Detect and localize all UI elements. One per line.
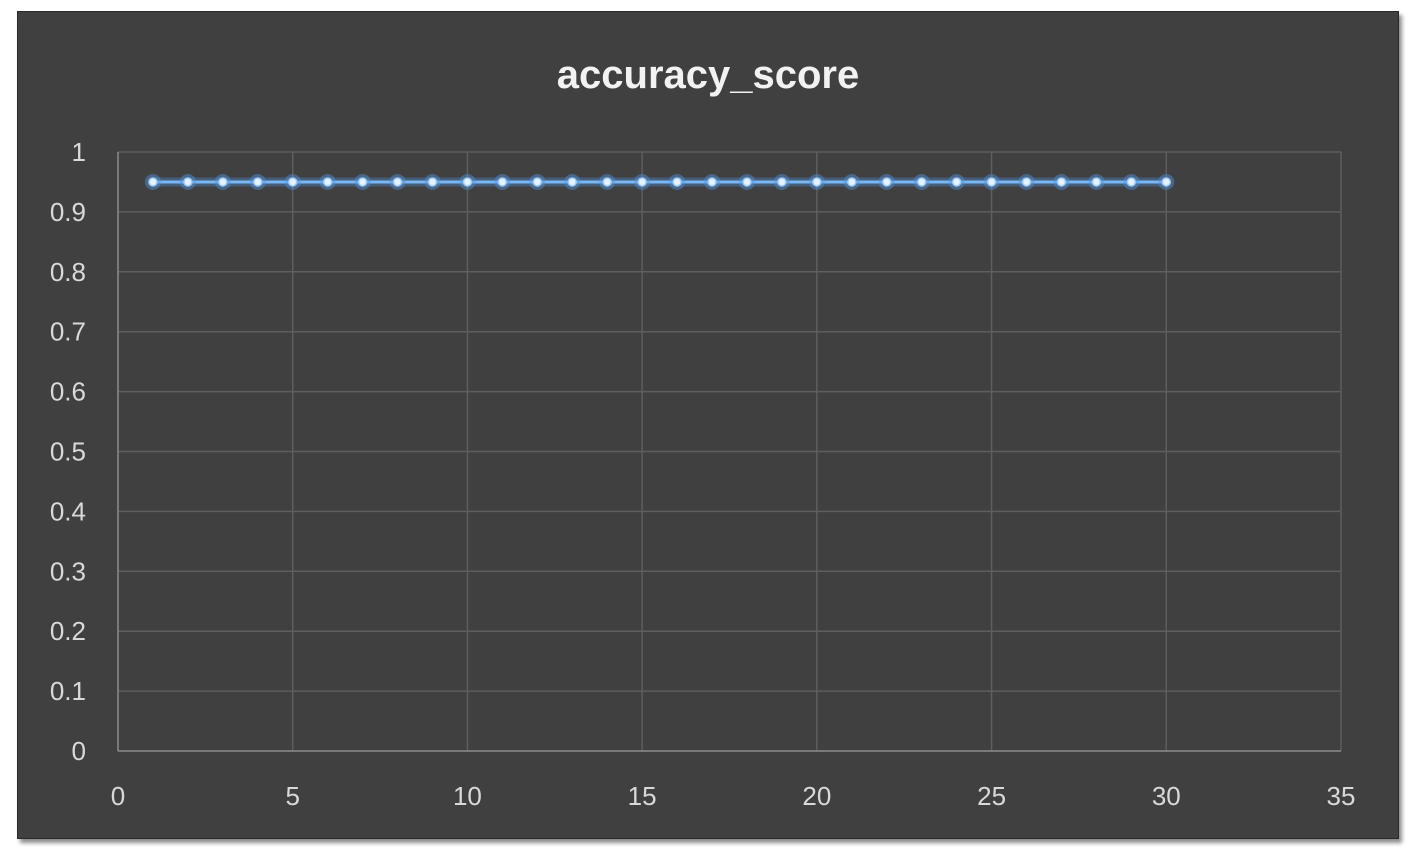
y-tick-label: 0.9 <box>50 197 86 227</box>
data-point <box>392 177 403 187</box>
data-point <box>567 177 578 187</box>
data-point <box>777 177 787 187</box>
y-tick-label: 0.8 <box>50 257 86 287</box>
y-tick-label: 0.5 <box>50 437 86 467</box>
x-tick-label: 10 <box>453 781 482 811</box>
data-point <box>1161 177 1172 187</box>
data-point <box>602 177 612 187</box>
data-point <box>253 177 263 187</box>
data-point <box>986 177 997 187</box>
x-tick-label: 20 <box>802 781 831 811</box>
data-point <box>357 177 368 187</box>
data-point <box>637 177 647 187</box>
data-point <box>218 177 228 187</box>
data-point <box>322 177 333 187</box>
chart-area <box>17 11 1399 839</box>
data-point <box>148 177 158 187</box>
y-tick-label: 0.2 <box>50 616 86 646</box>
y-tick-label: 0.6 <box>50 377 86 407</box>
data-point <box>1056 177 1067 187</box>
data-point <box>183 177 193 187</box>
y-tick-label: 0.1 <box>50 676 86 706</box>
data-point <box>951 177 962 187</box>
y-tick-label: 1 <box>72 137 86 167</box>
data-point <box>707 177 717 187</box>
x-tick-label: 30 <box>1152 781 1181 811</box>
data-point <box>812 177 822 187</box>
x-tick-label: 15 <box>628 781 657 811</box>
data-point <box>672 177 682 187</box>
data-point <box>742 177 752 187</box>
data-point <box>1126 177 1137 187</box>
y-tick-label: 0.4 <box>50 496 86 526</box>
y-tick-label: 0 <box>72 736 86 766</box>
x-tick-label: 5 <box>285 781 299 811</box>
series-group <box>144 173 1175 190</box>
data-point <box>462 177 473 187</box>
data-point <box>1091 177 1102 187</box>
gridlines <box>118 151 1342 751</box>
data-point <box>1021 177 1032 187</box>
x-tick-label: 0 <box>111 781 125 811</box>
y-axis-tick-labels: 0 0.1 0.2 0.3 0.4 0.5 0.6 0.7 0.8 0.9 1 <box>50 137 86 766</box>
chart-title: accuracy_score <box>557 53 859 97</box>
data-point <box>427 177 438 187</box>
y-tick-label: 0.7 <box>50 317 86 347</box>
axes <box>117 152 1341 752</box>
y-tick-label: 0.3 <box>50 556 86 586</box>
x-tick-label: 35 <box>1327 781 1356 811</box>
data-point <box>532 177 543 187</box>
data-point <box>287 177 298 187</box>
x-tick-label: 25 <box>977 781 1006 811</box>
x-axis-tick-labels: 0 5 10 15 20 25 30 35 <box>111 781 1356 811</box>
data-point <box>847 177 857 187</box>
data-point <box>881 177 892 187</box>
data-point <box>497 177 508 187</box>
data-point <box>916 177 927 187</box>
